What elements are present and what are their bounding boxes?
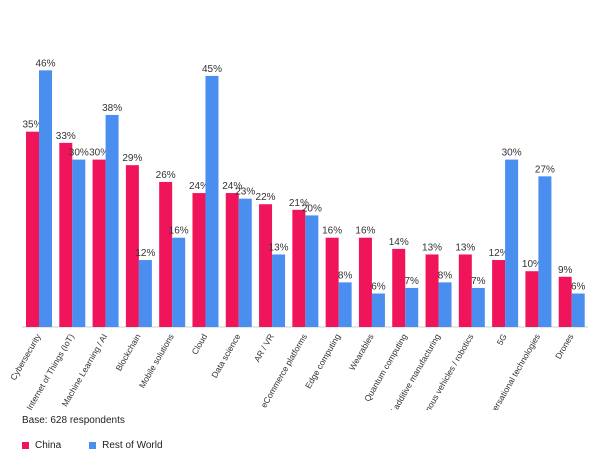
legend-swatch-china — [22, 442, 29, 449]
category-label-conversational-technologies: Conversational technologies — [480, 332, 542, 410]
bar-rest-of-world-mobile-solutions — [172, 237, 186, 327]
bar-rest-of-world-conversational-technologies — [538, 176, 552, 327]
data-label-china-internet-of-things-iot: 33% — [56, 131, 76, 142]
data-label-rest-of-world-3d-printing-additive-manufacturing: 8% — [438, 270, 453, 281]
bar-rest-of-world-quantum-computing — [405, 287, 419, 327]
bar-rest-of-world-machine-learning-ai — [105, 114, 119, 328]
data-label-rest-of-world-quantum-computing: 7% — [405, 276, 420, 287]
category-label-blockchain: Blockchain — [113, 332, 142, 373]
bar-china-internet-of-things-iot — [59, 142, 73, 327]
category-label-cloud: Cloud — [189, 332, 209, 356]
bar-china-edge-computing — [325, 237, 339, 327]
bar-china-mobile-solutions — [159, 181, 173, 327]
data-label-rest-of-world-5g: 30% — [502, 148, 522, 159]
data-label-china-blockchain: 29% — [122, 153, 142, 164]
bar-china-ar-vr — [259, 204, 273, 327]
bar-rest-of-world-ar-vr — [272, 254, 286, 327]
data-label-china-mobile-solutions: 26% — [156, 170, 176, 181]
bar-china-conversational-technologies — [525, 271, 539, 327]
bar-china-machine-learning-ai — [92, 159, 106, 327]
bar-rest-of-world-3d-printing-additive-manufacturing — [438, 282, 452, 327]
data-label-china-autonomous-vehicles-robotics: 13% — [455, 242, 475, 253]
data-label-china-edge-computing: 16% — [322, 226, 342, 237]
data-label-rest-of-world-cloud: 45% — [202, 64, 222, 75]
legend: China Rest of World — [22, 440, 191, 451]
data-label-rest-of-world-ecommerce-platforms: 20% — [302, 203, 322, 214]
bar-china-3d-printing-additive-manufacturing — [425, 254, 439, 327]
legend-swatch-rest-of-world — [89, 442, 97, 449]
bar-rest-of-world-5g — [505, 159, 519, 327]
category-label-ar-vr: AR / VR — [252, 332, 276, 364]
category-label-wearables: Wearables — [347, 332, 376, 372]
data-label-china-quantum-computing: 14% — [389, 237, 409, 248]
data-label-china-data-science: 24% — [222, 181, 242, 192]
legend-label-china: China — [35, 440, 62, 451]
data-label-rest-of-world-wearables: 6% — [371, 282, 386, 293]
bar-rest-of-world-wearables — [371, 293, 385, 327]
category-label-edge-computing: Edge computing — [303, 332, 343, 390]
data-label-rest-of-world-ar-vr: 13% — [269, 242, 289, 253]
data-label-rest-of-world-edge-computing: 8% — [338, 270, 353, 281]
legend-item-rest-of-world: Rest of World — [89, 440, 163, 451]
data-label-china-cloud: 24% — [189, 181, 209, 192]
bar-china-autonomous-vehicles-robotics — [458, 254, 472, 327]
bar-rest-of-world-edge-computing — [338, 282, 352, 327]
bar-rest-of-world-autonomous-vehicles-robotics — [471, 287, 485, 327]
base-note: Base: 628 respondents — [22, 415, 125, 426]
bar-rest-of-world-cloud — [205, 75, 219, 328]
legend-item-china: China — [22, 440, 61, 451]
bar-china-wearables — [358, 237, 372, 327]
data-label-china-conversational-technologies: 10% — [522, 259, 542, 270]
category-label-5g: 5G — [495, 332, 509, 347]
category-label-data-science: Data science — [209, 332, 242, 380]
data-label-rest-of-world-machine-learning-ai: 38% — [102, 103, 122, 114]
bar-china-ecommerce-platforms — [292, 209, 306, 327]
data-label-rest-of-world-data-science: 23% — [235, 187, 255, 198]
legend-label-rest-of-world: Rest of World — [102, 440, 163, 451]
bar-china-data-science — [225, 193, 239, 327]
data-label-china-cybersecurity: 35% — [22, 120, 42, 131]
bar-rest-of-world-internet-of-things-iot — [72, 159, 86, 327]
bar-rest-of-world-drones — [571, 293, 585, 327]
category-label-mobile-solutions: Mobile solutions — [137, 332, 176, 390]
bar-china-blockchain — [125, 165, 139, 327]
data-label-rest-of-world-drones: 6% — [571, 282, 586, 293]
bar-china-drones — [558, 276, 572, 327]
data-label-china-3d-printing-additive-manufacturing: 13% — [422, 242, 442, 253]
bar-rest-of-world-data-science — [238, 198, 252, 327]
data-label-rest-of-world-internet-of-things-iot: 30% — [69, 148, 89, 159]
bar-china-quantum-computing — [392, 248, 406, 327]
data-label-rest-of-world-conversational-technologies: 27% — [535, 164, 555, 175]
bar-china-5g — [492, 260, 506, 327]
data-label-china-drones: 9% — [558, 265, 573, 276]
data-label-rest-of-world-cybersecurity: 46% — [35, 58, 55, 69]
data-label-rest-of-world-autonomous-vehicles-robotics: 7% — [471, 276, 486, 287]
data-label-china-wearables: 16% — [355, 226, 375, 237]
data-label-rest-of-world-blockchain: 12% — [135, 248, 155, 259]
category-label-cybersecurity: Cybersecurity — [8, 331, 43, 382]
data-label-rest-of-world-mobile-solutions: 16% — [169, 226, 189, 237]
bar-rest-of-world-ecommerce-platforms — [305, 215, 319, 327]
data-label-china-5g: 12% — [489, 248, 509, 259]
data-label-china-ecommerce-platforms: 21% — [289, 198, 309, 209]
data-label-china-ar-vr: 22% — [256, 192, 276, 203]
bar-china-cloud — [192, 193, 206, 327]
bar-china-cybersecurity — [26, 131, 39, 327]
data-label-china-machine-learning-ai: 30% — [89, 148, 109, 159]
bar-rest-of-world-cybersecurity — [39, 70, 52, 327]
bar-rest-of-world-blockchain — [138, 260, 152, 327]
category-label-drones: Drones — [553, 332, 575, 361]
